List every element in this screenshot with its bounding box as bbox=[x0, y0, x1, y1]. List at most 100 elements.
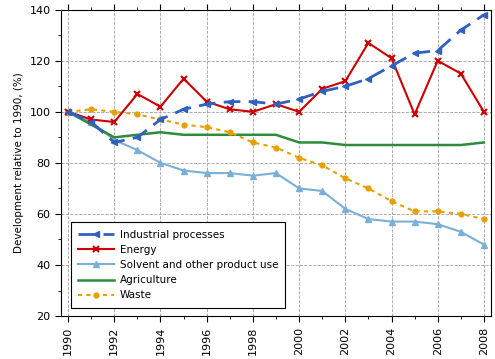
Agriculture bbox=[135, 132, 141, 137]
Industrial processes bbox=[343, 84, 348, 88]
Agriculture bbox=[111, 135, 117, 140]
Agriculture bbox=[389, 143, 395, 147]
Waste bbox=[65, 110, 71, 114]
Agriculture bbox=[296, 140, 302, 145]
Waste bbox=[319, 163, 325, 168]
Line: Agriculture: Agriculture bbox=[68, 112, 484, 145]
Waste bbox=[296, 155, 302, 160]
Industrial processes bbox=[181, 107, 187, 111]
Industrial processes bbox=[365, 76, 371, 81]
Agriculture bbox=[343, 143, 348, 147]
Agriculture bbox=[273, 132, 279, 137]
Solvent and other product use bbox=[88, 120, 94, 124]
Energy bbox=[65, 110, 71, 114]
Industrial processes bbox=[135, 135, 141, 140]
Waste bbox=[181, 122, 187, 127]
Legend: Industrial processes, Energy, Solvent and other product use, Agriculture, Waste: Industrial processes, Energy, Solvent an… bbox=[71, 222, 286, 308]
Solvent and other product use bbox=[204, 171, 210, 175]
Waste bbox=[389, 199, 395, 203]
Energy bbox=[343, 79, 348, 83]
Line: Industrial processes: Industrial processes bbox=[65, 11, 488, 146]
Industrial processes bbox=[204, 102, 210, 106]
Line: Solvent and other product use: Solvent and other product use bbox=[65, 108, 488, 248]
Industrial processes bbox=[435, 48, 441, 53]
Solvent and other product use bbox=[435, 222, 441, 226]
Industrial processes bbox=[157, 117, 163, 122]
Energy bbox=[204, 99, 210, 104]
Solvent and other product use bbox=[135, 148, 141, 152]
Solvent and other product use bbox=[481, 242, 487, 247]
Solvent and other product use bbox=[181, 168, 187, 173]
Energy bbox=[111, 120, 117, 124]
Energy bbox=[412, 112, 418, 117]
Energy bbox=[181, 76, 187, 81]
Energy bbox=[135, 92, 141, 96]
Agriculture bbox=[181, 132, 187, 137]
Agriculture bbox=[65, 110, 71, 114]
Solvent and other product use bbox=[227, 171, 233, 175]
Industrial processes bbox=[319, 89, 325, 94]
Waste bbox=[273, 145, 279, 150]
Solvent and other product use bbox=[365, 217, 371, 221]
Agriculture bbox=[227, 132, 233, 137]
Waste bbox=[250, 140, 256, 145]
Industrial processes bbox=[412, 51, 418, 55]
Industrial processes bbox=[273, 102, 279, 106]
Agriculture bbox=[365, 143, 371, 147]
Agriculture bbox=[458, 143, 464, 147]
Agriculture bbox=[204, 132, 210, 137]
Line: Waste: Waste bbox=[66, 107, 486, 222]
Waste bbox=[343, 176, 348, 180]
Energy bbox=[435, 59, 441, 63]
Waste bbox=[435, 209, 441, 214]
Waste bbox=[157, 117, 163, 122]
Industrial processes bbox=[65, 110, 71, 114]
Waste bbox=[365, 186, 371, 191]
Energy bbox=[365, 41, 371, 45]
Industrial processes bbox=[389, 64, 395, 68]
Agriculture bbox=[157, 130, 163, 134]
Waste bbox=[458, 212, 464, 216]
Solvent and other product use bbox=[273, 171, 279, 175]
Agriculture bbox=[319, 140, 325, 145]
Industrial processes bbox=[227, 99, 233, 104]
Energy bbox=[296, 110, 302, 114]
Y-axis label: Development relative to 1990, (%): Development relative to 1990, (%) bbox=[14, 73, 24, 253]
Waste bbox=[135, 112, 141, 117]
Waste bbox=[88, 107, 94, 111]
Energy bbox=[88, 117, 94, 122]
Industrial processes bbox=[88, 120, 94, 124]
Solvent and other product use bbox=[111, 138, 117, 142]
Industrial processes bbox=[250, 99, 256, 104]
Solvent and other product use bbox=[157, 161, 163, 165]
Waste bbox=[227, 130, 233, 134]
Solvent and other product use bbox=[389, 219, 395, 224]
Solvent and other product use bbox=[412, 219, 418, 224]
Solvent and other product use bbox=[65, 110, 71, 114]
Agriculture bbox=[481, 140, 487, 145]
Industrial processes bbox=[458, 28, 464, 32]
Waste bbox=[481, 217, 487, 221]
Solvent and other product use bbox=[458, 230, 464, 234]
Agriculture bbox=[435, 143, 441, 147]
Solvent and other product use bbox=[296, 186, 302, 191]
Industrial processes bbox=[296, 97, 302, 101]
Agriculture bbox=[412, 143, 418, 147]
Solvent and other product use bbox=[343, 207, 348, 211]
Energy bbox=[319, 87, 325, 91]
Energy bbox=[250, 110, 256, 114]
Agriculture bbox=[250, 132, 256, 137]
Energy bbox=[157, 104, 163, 109]
Solvent and other product use bbox=[250, 173, 256, 178]
Line: Energy: Energy bbox=[65, 39, 488, 126]
Energy bbox=[273, 102, 279, 106]
Industrial processes bbox=[111, 140, 117, 145]
Waste bbox=[204, 125, 210, 129]
Industrial processes bbox=[481, 13, 487, 17]
Solvent and other product use bbox=[319, 189, 325, 193]
Energy bbox=[227, 107, 233, 111]
Waste bbox=[111, 110, 117, 114]
Waste bbox=[412, 209, 418, 214]
Energy bbox=[481, 110, 487, 114]
Energy bbox=[389, 56, 395, 60]
